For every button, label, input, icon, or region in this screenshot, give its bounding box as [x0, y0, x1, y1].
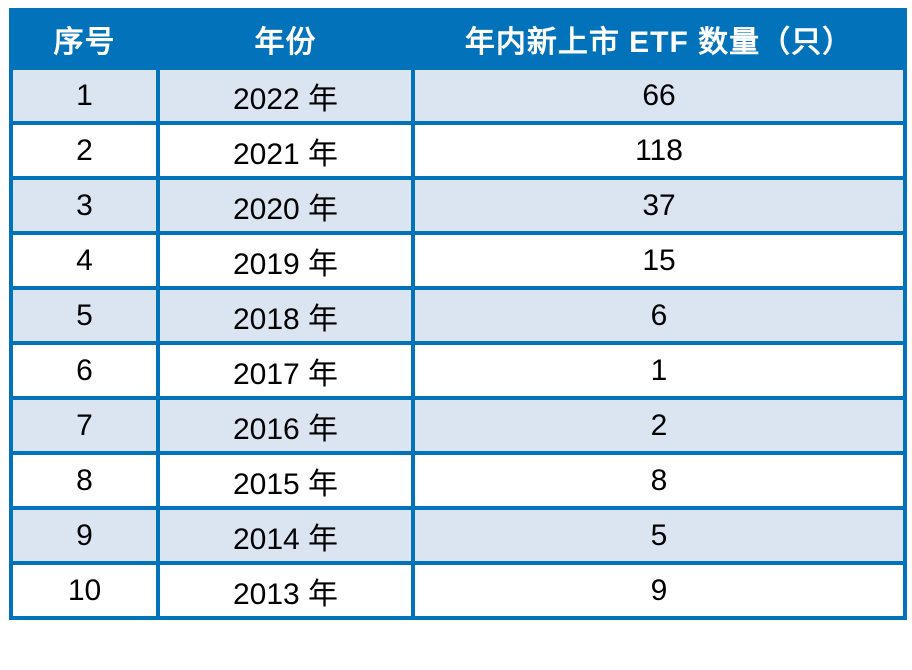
table-row: 6 2017 年 1 [9, 341, 907, 400]
table-row: 7 2016 年 2 [9, 396, 907, 455]
table-row: 4 2019 年 15 [9, 231, 907, 290]
cell-year: 2013 年 [156, 561, 415, 620]
table-row: 5 2018 年 6 [9, 286, 907, 345]
cell-count: 15 [411, 231, 907, 290]
cell-count: 66 [411, 66, 907, 125]
table-row: 3 2020 年 37 [9, 176, 907, 235]
cell-year: 2020 年 [156, 176, 415, 235]
cell-year: 2014 年 [156, 506, 415, 565]
cell-year: 2022 年 [156, 66, 415, 125]
cell-index: 3 [9, 176, 160, 235]
table-row: 8 2015 年 8 [9, 451, 907, 510]
cell-index: 7 [9, 396, 160, 455]
cell-count: 6 [411, 286, 907, 345]
cell-index: 5 [9, 286, 160, 345]
cell-year: 2019 年 [156, 231, 415, 290]
header-row: 序号 年份 年内新上市 ETF 数量（只） [9, 8, 907, 70]
cell-year: 2016 年 [156, 396, 415, 455]
cell-year: 2018 年 [156, 286, 415, 345]
cell-count: 9 [411, 561, 907, 620]
header-cell-index: 序号 [9, 8, 160, 70]
table-row: 9 2014 年 5 [9, 506, 907, 565]
cell-count: 118 [411, 121, 907, 180]
cell-count: 5 [411, 506, 907, 565]
cell-index: 9 [9, 506, 160, 565]
cell-index: 10 [9, 561, 160, 620]
table-row: 1 2022 年 66 [9, 66, 907, 125]
table-header: 序号 年份 年内新上市 ETF 数量（只） [9, 8, 907, 70]
etf-yearly-listings-table: 序号 年份 年内新上市 ETF 数量（只） 1 2022 年 66 2 2021… [9, 8, 907, 620]
cell-count: 2 [411, 396, 907, 455]
header-cell-count: 年内新上市 ETF 数量（只） [411, 8, 907, 70]
cell-index: 8 [9, 451, 160, 510]
cell-year: 2021 年 [156, 121, 415, 180]
cell-index: 6 [9, 341, 160, 400]
cell-year: 2017 年 [156, 341, 415, 400]
table-row: 10 2013 年 9 [9, 561, 907, 620]
table-row: 2 2021 年 118 [9, 121, 907, 180]
cell-year: 2015 年 [156, 451, 415, 510]
cell-index: 4 [9, 231, 160, 290]
cell-count: 37 [411, 176, 907, 235]
cell-count: 8 [411, 451, 907, 510]
cell-index: 1 [9, 66, 160, 125]
cell-index: 2 [9, 121, 160, 180]
cell-count: 1 [411, 341, 907, 400]
header-cell-year: 年份 [156, 8, 415, 70]
table-body: 1 2022 年 66 2 2021 年 118 3 2020 年 37 4 2… [9, 66, 907, 620]
